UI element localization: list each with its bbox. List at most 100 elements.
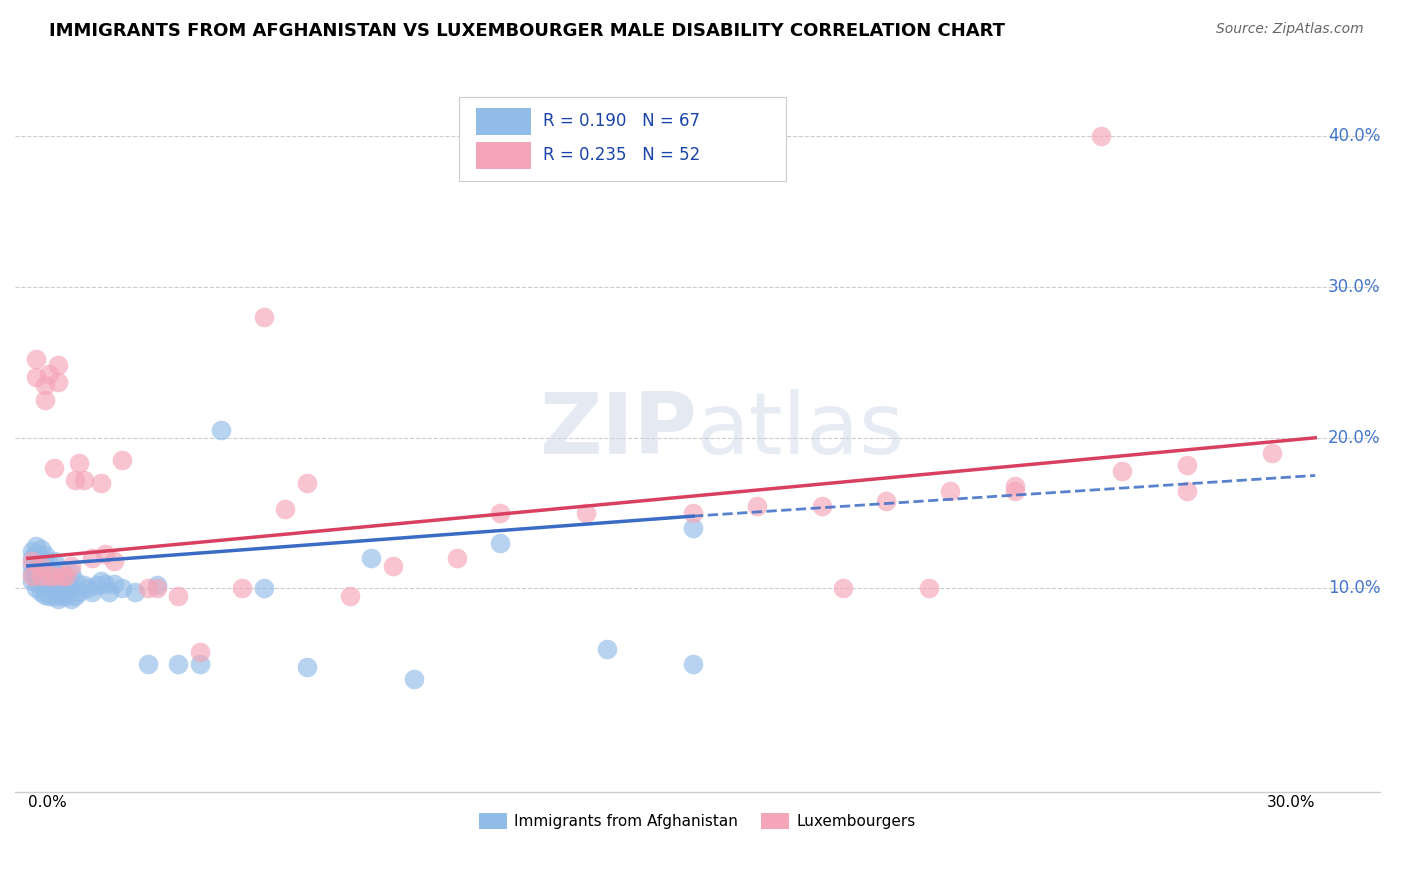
- Point: [34, 549, 56, 563]
- Point: [25, 571, 48, 585]
- Point: [25, 582, 48, 596]
- FancyBboxPatch shape: [477, 108, 531, 135]
- Text: 40.0%: 40.0%: [1329, 128, 1381, 145]
- Text: 30.0%: 30.0%: [1267, 795, 1315, 810]
- Legend: Immigrants from Afghanistan, Luxembourgers: Immigrants from Afghanistan, Luxembourge…: [472, 806, 921, 835]
- Point: [25, 563, 48, 577]
- Point: [63, 473, 86, 487]
- Text: 0.0%: 0.0%: [28, 795, 66, 810]
- Point: [575, 506, 598, 520]
- Point: [832, 582, 855, 596]
- Point: [59, 582, 82, 596]
- Point: [73, 578, 96, 592]
- Point: [682, 657, 704, 671]
- Point: [42, 461, 65, 475]
- Point: [98, 584, 121, 599]
- Point: [167, 589, 190, 603]
- Text: Source: ZipAtlas.com: Source: ZipAtlas.com: [1216, 22, 1364, 37]
- Point: [38, 569, 60, 583]
- Point: [446, 551, 468, 566]
- Point: [34, 578, 56, 592]
- Text: 10.0%: 10.0%: [1329, 580, 1381, 598]
- Point: [90, 475, 112, 490]
- Point: [339, 589, 361, 603]
- Point: [188, 657, 211, 671]
- Point: [25, 370, 48, 384]
- Point: [30, 569, 52, 583]
- Point: [42, 554, 65, 568]
- Point: [42, 569, 65, 583]
- Point: [90, 574, 112, 588]
- Point: [38, 569, 60, 583]
- Point: [1175, 458, 1198, 472]
- Point: [82, 584, 104, 599]
- Point: [360, 551, 382, 566]
- Point: [30, 560, 52, 574]
- Point: [55, 589, 77, 603]
- Point: [94, 577, 117, 591]
- Point: [682, 506, 704, 520]
- Point: [21, 544, 44, 558]
- Point: [34, 588, 56, 602]
- Point: [253, 310, 276, 325]
- Point: [59, 592, 82, 607]
- Point: [42, 589, 65, 603]
- Point: [111, 582, 134, 596]
- Point: [30, 577, 52, 591]
- Point: [231, 582, 253, 596]
- Point: [124, 584, 146, 599]
- Point: [188, 645, 211, 659]
- Point: [59, 566, 82, 581]
- Point: [136, 582, 159, 596]
- Point: [21, 554, 44, 568]
- Point: [1004, 483, 1026, 498]
- Point: [404, 672, 426, 686]
- Point: [274, 501, 297, 516]
- Point: [875, 494, 897, 508]
- Point: [30, 569, 52, 583]
- Point: [59, 558, 82, 573]
- Point: [51, 563, 73, 577]
- Point: [30, 558, 52, 573]
- FancyBboxPatch shape: [477, 143, 531, 169]
- Point: [21, 551, 44, 566]
- Point: [747, 499, 769, 513]
- Text: R = 0.235   N = 52: R = 0.235 N = 52: [543, 146, 700, 164]
- Point: [918, 582, 941, 596]
- Point: [67, 584, 90, 599]
- Point: [46, 569, 69, 583]
- Point: [136, 657, 159, 671]
- Point: [63, 589, 86, 603]
- Point: [77, 582, 100, 596]
- Point: [30, 542, 52, 557]
- Point: [46, 582, 69, 597]
- Point: [63, 574, 86, 588]
- Point: [103, 554, 125, 568]
- Point: [489, 536, 512, 550]
- Point: [295, 475, 318, 490]
- Point: [25, 539, 48, 553]
- Point: [46, 375, 69, 389]
- Point: [38, 582, 60, 596]
- Point: [67, 457, 90, 471]
- Text: atlas: atlas: [697, 389, 905, 472]
- Point: [46, 359, 69, 373]
- Text: 20.0%: 20.0%: [1329, 429, 1381, 447]
- Point: [51, 569, 73, 583]
- Point: [42, 566, 65, 581]
- Point: [381, 558, 404, 573]
- Point: [46, 592, 69, 607]
- Point: [42, 578, 65, 592]
- Point: [21, 558, 44, 573]
- Point: [25, 547, 48, 561]
- Point: [21, 569, 44, 583]
- Point: [55, 574, 77, 588]
- Point: [21, 566, 44, 581]
- Point: [596, 641, 619, 656]
- Point: [145, 578, 167, 592]
- Text: 30.0%: 30.0%: [1329, 278, 1381, 296]
- Point: [21, 574, 44, 588]
- Point: [51, 577, 73, 591]
- Point: [34, 378, 56, 392]
- Point: [25, 352, 48, 367]
